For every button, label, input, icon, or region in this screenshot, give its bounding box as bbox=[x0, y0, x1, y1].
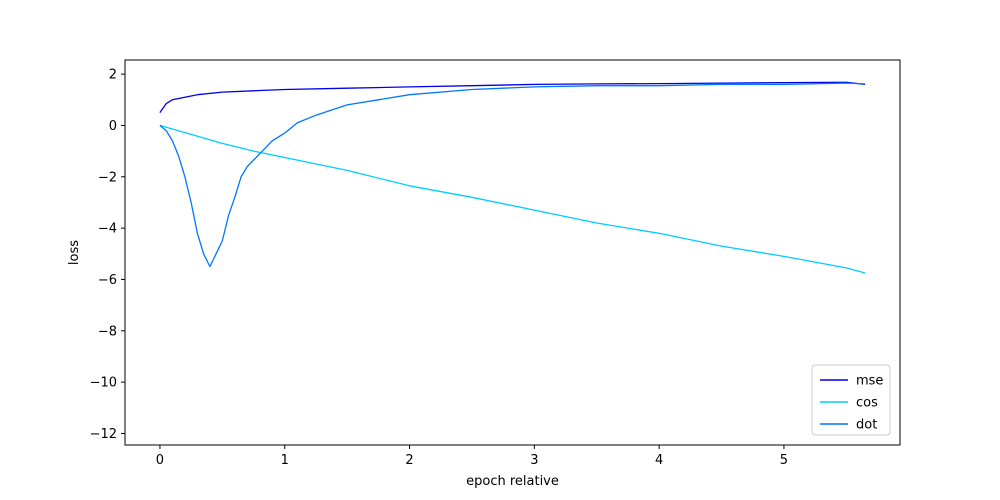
series-line-mse bbox=[159, 81, 866, 113]
x-tick-label: 4 bbox=[655, 453, 663, 468]
x-tick-label: 1 bbox=[281, 453, 289, 468]
legend-label-cos: cos bbox=[856, 396, 878, 411]
y-tick-label: 2 bbox=[109, 68, 117, 83]
legend: mse cos dot bbox=[811, 364, 891, 436]
series-layer bbox=[159, 81, 866, 274]
y-tick-label: −8 bbox=[98, 324, 117, 339]
y-tick-label: −4 bbox=[98, 222, 117, 237]
plot-area bbox=[125, 60, 900, 445]
series-line-cos bbox=[159, 124, 866, 274]
series-line-dot bbox=[159, 82, 866, 268]
y-tick-label: −2 bbox=[98, 170, 117, 185]
x-tick-label: 5 bbox=[780, 453, 788, 468]
legend-label-mse: mse bbox=[856, 374, 883, 389]
legend-label-dot: dot bbox=[856, 418, 877, 433]
y-tick-label: −6 bbox=[98, 273, 117, 288]
x-tick-label: 0 bbox=[156, 453, 164, 468]
y-tick-label: −10 bbox=[90, 376, 117, 391]
x-axis-label: epoch relative bbox=[466, 474, 559, 489]
x-tick-label: 3 bbox=[530, 453, 538, 468]
ticks-layer: 0 1 2 3 4 5 2 0 −2 −4 −6 −8 −10 −12 bbox=[90, 68, 789, 468]
x-tick-label: 2 bbox=[405, 453, 413, 468]
y-tick-label: −12 bbox=[90, 427, 117, 442]
plot-frame bbox=[124, 59, 901, 446]
legend-box bbox=[811, 364, 891, 436]
y-axis-label: loss bbox=[67, 240, 82, 265]
y-tick-label: 0 bbox=[109, 119, 117, 134]
